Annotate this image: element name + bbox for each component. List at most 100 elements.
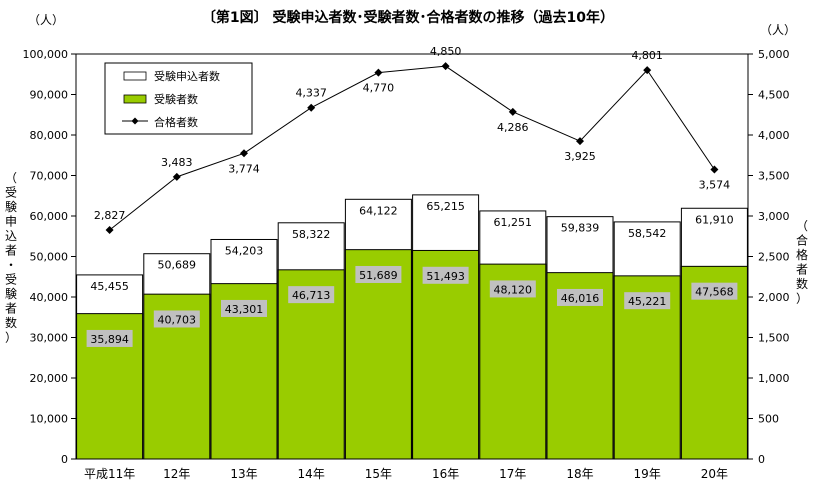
legend-swatch-applicants	[123, 71, 147, 81]
data-label-examinees-box	[288, 286, 335, 304]
x-tick-label: 15年	[365, 467, 392, 481]
data-label-examinees: 45,221	[628, 295, 667, 308]
x-tick-label: 16年	[432, 467, 459, 481]
left-axis-unit: （人）	[28, 13, 64, 27]
data-label-passers: 2,827	[94, 209, 126, 222]
left-tick-label: 20,000	[30, 372, 69, 385]
data-label-passers: 4,286	[497, 121, 529, 134]
pass-line-path	[109, 65, 715, 231]
pass-marker	[374, 68, 383, 77]
data-label-applicants: 50,689	[158, 259, 197, 272]
legend: 受験申込者数 受験者数 合格者数	[104, 62, 253, 135]
bar-examinees	[412, 249, 480, 460]
pass-marker	[710, 165, 719, 174]
data-label-passers: 4,850	[430, 45, 462, 58]
data-label-applicants: 65,215	[426, 200, 465, 213]
data-label-examinees: 46,016	[561, 292, 600, 305]
data-label-applicants: 45,455	[90, 280, 129, 293]
left-tick-label: 40,000	[30, 291, 69, 304]
data-label-applicants: 61,910	[695, 213, 734, 226]
left-tick-label: 30,000	[30, 332, 69, 345]
left-axis: 0 10,000 20,000 30,000 40,000 50,000 60,000 70,…	[23, 48, 76, 466]
bars: 45,455 35,894 50,689 40,703 54,203 43,301 58,3…	[76, 194, 748, 460]
x-tick-label: 20年	[701, 467, 728, 481]
chart-title: 〔第1図〕 受験申込者数･受験者数･合格者数の推移（過去10年）	[202, 9, 614, 26]
right-tick-label: 1,000	[758, 372, 790, 385]
left-tick-label: 0	[61, 453, 68, 466]
x-tick-label: 13年	[230, 467, 257, 481]
left-axis-label: （受験申込者・受験者数）	[5, 171, 17, 345]
right-tick-label: 3,500	[758, 170, 790, 183]
x-axis: 平成11年 12年 13年 14年 15年 16年 17年 18年 19年 20年	[84, 467, 728, 481]
data-label-passers: 3,483	[161, 156, 193, 169]
right-tick-label: 0	[758, 453, 765, 466]
pass-marker	[508, 107, 517, 116]
right-axis: 0 500 1,000 1,500 2,000 2,500 3,000 3,500 4,000 4…	[748, 48, 790, 466]
right-axis-unit: （人）	[760, 23, 796, 37]
left-tick-label: 50,000	[30, 251, 69, 264]
data-label-applicants: 58,542	[628, 227, 667, 240]
x-tick-label: 18年	[566, 467, 593, 481]
left-axis-label-text: （受験申込者・受験者数）	[5, 171, 17, 345]
data-label-examinees-box	[422, 266, 469, 284]
left-tick-label: 70,000	[30, 170, 69, 183]
data-label-passers: 3,574	[699, 179, 731, 192]
data-label-examinees-box	[489, 280, 536, 298]
data-label-passers: 4,770	[363, 82, 395, 95]
right-tick-label: 500	[758, 413, 779, 426]
data-label-examinees: 48,120	[494, 283, 533, 296]
data-label-applicants: 54,203	[225, 244, 264, 257]
right-tick-label: 5,000	[758, 48, 790, 61]
data-label-passers: 4,337	[295, 87, 327, 100]
data-label-examinees-box	[557, 288, 603, 306]
right-tick-label: 1,500	[758, 332, 790, 345]
data-label-examinees-box	[624, 292, 671, 310]
x-tick-label: 14年	[298, 467, 325, 481]
right-tick-label: 2,000	[758, 291, 790, 304]
data-label-examinees-box	[355, 265, 402, 283]
pass-marker	[105, 226, 114, 235]
left-tick-label: 80,000	[30, 129, 69, 142]
right-axis-label-text: （合格者数）	[796, 219, 808, 306]
data-label-passers: 3,774	[228, 162, 260, 175]
left-tick-label: 90,000	[30, 89, 69, 102]
data-label-applicants: 61,251	[494, 216, 533, 229]
pass-marker	[307, 103, 316, 112]
right-tick-label: 4,000	[758, 129, 790, 142]
data-label-examinees: 46,713	[292, 289, 331, 302]
right-tick-label: 4,500	[758, 89, 790, 102]
data-label-examinees: 51,493	[426, 270, 465, 283]
x-tick-label: 17年	[499, 467, 526, 481]
right-tick-label: 2,500	[758, 251, 790, 264]
data-label-examinees-box	[86, 329, 133, 347]
data-label-examinees-box	[221, 299, 267, 317]
pass-marker	[172, 172, 181, 181]
left-tick-label: 10,000	[30, 413, 69, 426]
data-label-examinees: 51,689	[359, 269, 398, 282]
left-tick-label: 60,000	[30, 210, 69, 223]
right-axis-label: （合格者数）	[796, 219, 808, 306]
data-label-examinees-box	[153, 310, 200, 328]
bar-examinees	[344, 249, 412, 460]
legend-label-examinees: 受験者数	[154, 92, 198, 106]
data-label-passers: 3,925	[564, 150, 596, 163]
data-label-examinees: 35,894	[90, 333, 129, 346]
data-label-applicants: 58,322	[292, 228, 331, 241]
pass-line: 2,827 3,483 3,774 4,337 4,770 4,850 4,286 3,925…	[94, 45, 731, 235]
legend-label-passers: 合格者数	[154, 115, 198, 129]
x-tick-label: 12年	[163, 467, 190, 481]
x-tick-label: 平成11年	[84, 467, 135, 481]
data-label-examinees: 43,301	[225, 303, 264, 316]
pass-marker	[441, 62, 450, 71]
right-tick-label: 3,000	[758, 210, 790, 223]
data-label-passers: 4,801	[631, 49, 663, 62]
legend-label-applicants: 受験申込者数	[154, 69, 220, 83]
data-label-applicants: 64,122	[359, 204, 398, 217]
pass-marker	[643, 66, 652, 75]
x-tick-label: 19年	[634, 467, 661, 481]
left-tick-label: 100,000	[23, 48, 69, 61]
data-label-examinees: 47,568	[695, 286, 734, 299]
data-label-examinees-box	[691, 282, 738, 300]
legend-swatch-examinees	[123, 94, 147, 104]
